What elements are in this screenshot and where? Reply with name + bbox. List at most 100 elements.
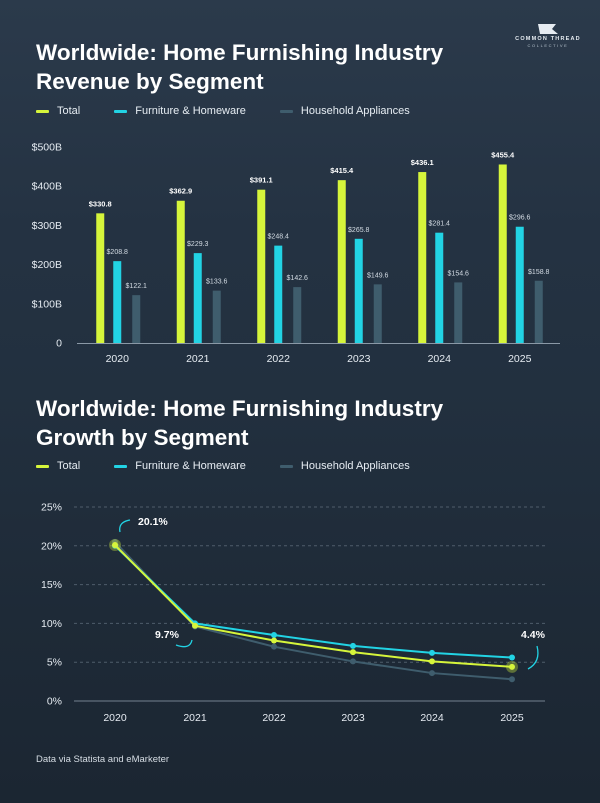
legend-swatch-appliances (279, 109, 293, 113)
bar-appliances (132, 295, 141, 343)
point-total (192, 622, 198, 629)
bar-value-label-total: $330.8 (89, 199, 112, 208)
y-tick-label: 25% (41, 502, 62, 514)
brand-name: COMMON THREAD (515, 36, 581, 42)
point-furniture (509, 654, 515, 661)
bar-appliances (454, 282, 463, 343)
y-tick-label: $400B (32, 181, 62, 193)
bar-appliances (534, 280, 543, 343)
legend-item-furniture: Furniture & Homeware (114, 105, 246, 117)
legend-swatch-furniture (114, 464, 128, 468)
line-furniture (114, 545, 513, 659)
growth-chart-title: Worldwide: Home Furnishing Industry Grow… (36, 396, 444, 450)
bar-value-label-furniture: $208.8 (107, 249, 129, 256)
legend-label-total: Total (57, 105, 81, 117)
growth-legend: Total Furniture & Homeware Household App… (36, 459, 444, 473)
bar-appliances (212, 290, 221, 343)
x-tick-label: 2025 (500, 712, 524, 724)
point-appliances (509, 676, 515, 683)
legend-swatch-total (36, 464, 49, 468)
y-tick-label: $500B (32, 142, 62, 154)
bar-value-label-total: $436.1 (411, 158, 434, 167)
y-tick-label: $100B (32, 298, 62, 310)
legend-item-total: Total (36, 105, 80, 117)
annotation-arrow (527, 645, 539, 670)
bar-value-label-furniture: $265.8 (348, 227, 370, 234)
legend-item-appliances: Household Appliances (279, 460, 410, 472)
bar-furniture (274, 245, 283, 343)
bar-value-label-appliances: $122.1 (126, 283, 148, 290)
x-tick-label: 2022 (262, 712, 286, 724)
point-total (509, 663, 515, 670)
legend-label-appliances: Household Appliances (300, 460, 410, 472)
bar-furniture (113, 261, 122, 343)
bar-value-label-furniture: $229.3 (187, 241, 209, 248)
y-tick-label: 20% (41, 540, 62, 552)
background-bottom (0, 390, 600, 803)
bar-total (176, 200, 185, 343)
bar-value-label-furniture: $296.6 (509, 215, 531, 222)
bar-appliances (373, 284, 382, 343)
bar-value-label-total: $362.9 (169, 187, 192, 196)
point-appliances (271, 643, 277, 650)
annotation-arrow (119, 519, 131, 533)
point-total (429, 658, 435, 665)
legend-swatch-appliances (279, 464, 293, 468)
bar-furniture (515, 226, 524, 343)
x-tick-label: 2021 (186, 353, 210, 365)
growth-line-chart: 0% 5% 10% 15% 20% 25% 2020 2021 2022 2023 2024 2025… (41, 502, 546, 725)
bar-furniture (435, 232, 444, 343)
point-appliances (429, 670, 435, 677)
x-tick-label: 2022 (267, 353, 291, 365)
annotation-label: 20.1% (138, 516, 168, 528)
y-tick-label: 15% (41, 579, 62, 591)
bar-total (337, 180, 346, 343)
y-tick-label: $300B (32, 220, 62, 232)
x-tick-label: 2024 (428, 353, 452, 365)
point-total (271, 637, 277, 644)
point-furniture (271, 632, 277, 639)
bar-value-label-appliances: $133.6 (206, 279, 228, 286)
bar-value-label-appliances: $154.6 (448, 270, 470, 277)
y-tick-label: 0% (47, 696, 62, 708)
x-tick-label: 2020 (106, 353, 130, 365)
revenue-chart-title: Worldwide: Home Furnishing Industry Reve… (36, 40, 444, 94)
bar-value-label-appliances: $142.6 (287, 275, 309, 282)
bar-value-label-appliances: $149.6 (367, 272, 389, 279)
bar-value-label-total: $415.4 (330, 166, 354, 175)
y-tick-label: 5% (47, 657, 62, 669)
data-source-note: Data via Statista and eMarketer (36, 754, 170, 765)
y-tick-label: $200B (32, 259, 62, 271)
bar-value-label-appliances: $158.8 (528, 269, 550, 276)
legend-item-appliances: Household Appliances (279, 105, 410, 117)
x-tick-label: 2023 (347, 353, 371, 365)
annotation-arrow (175, 639, 193, 648)
bar-total (498, 164, 507, 343)
y-tick-label: 0 (56, 338, 62, 350)
bar-value-label-total: $391.1 (250, 176, 273, 185)
revenue-bar-chart: 0 $100B $200B $300B $400B $500B 2020 $330.8 $208… (32, 142, 560, 365)
y-tick-label: 10% (41, 618, 62, 630)
bar-value-label-furniture: $281.4 (429, 221, 451, 228)
point-furniture (429, 649, 435, 656)
legend-item-furniture: Furniture & Homeware (114, 460, 246, 472)
x-tick-label: 2021 (183, 712, 207, 724)
annotation-label: 4.4% (521, 629, 546, 641)
highlight-ring (506, 660, 518, 673)
legend-swatch-total (36, 109, 49, 113)
bar-appliances (293, 287, 302, 343)
flag-icon (538, 24, 558, 34)
legend-label-appliances: Household Appliances (300, 105, 410, 117)
legend-label-furniture: Furniture & Homeware (135, 105, 246, 117)
legend-label-total: Total (57, 460, 81, 472)
point-total (350, 649, 356, 656)
point-furniture (350, 642, 356, 649)
brand-subname: COLLECTIVE (527, 43, 569, 48)
bar-total (257, 189, 266, 343)
point-appliances (350, 658, 356, 665)
x-tick-label: 2024 (420, 712, 444, 724)
annotation-label: 9.7% (155, 629, 180, 641)
x-tick-label: 2023 (341, 712, 365, 724)
bar-total (96, 213, 105, 343)
bar-furniture (354, 238, 363, 343)
